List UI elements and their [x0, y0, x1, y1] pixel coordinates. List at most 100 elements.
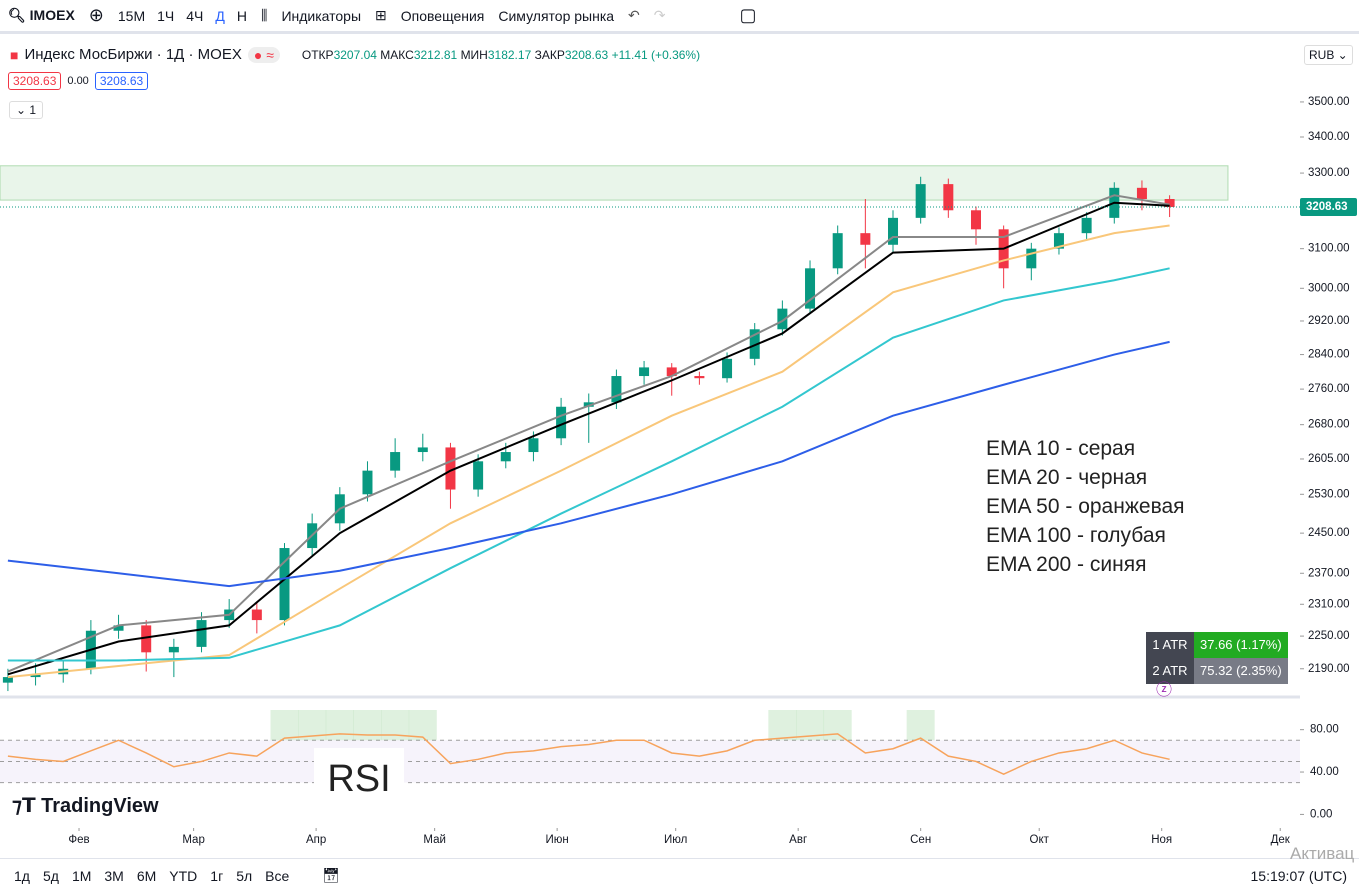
collapse-count: 1 [29, 103, 37, 117]
candle-body [832, 233, 843, 269]
annotation-line: EMA 20 - черная [986, 466, 1148, 489]
range[interactable]: YTD [169, 867, 198, 884]
brand-name: TradingView [41, 795, 159, 817]
atr-value: 37.66 (1.17%) [1194, 632, 1288, 658]
x-tick-label: Дек [1271, 834, 1291, 846]
status: ● ≈ [247, 46, 280, 63]
candle-body [168, 646, 179, 653]
spread: 0.00 [67, 75, 89, 87]
candle-body [1081, 217, 1092, 234]
interval[interactable]: 1Ч [157, 7, 175, 24]
y-tick-label: 2605.00 [1308, 453, 1350, 465]
y-tick-label: 3300.00 [1308, 167, 1350, 179]
ema-line [7, 194, 1170, 673]
range[interactable]: Все [265, 867, 290, 884]
ask[interactable]: 3208.63 [94, 72, 149, 90]
range[interactable]: 1М [71, 867, 92, 884]
rsi-overbought [823, 710, 852, 741]
change: +11.41 (+0.36%) [611, 47, 701, 62]
candle-body [611, 376, 622, 403]
candle-body [694, 376, 705, 379]
x-tick-label: Фев [68, 834, 89, 846]
fullscreen[interactable]: ▢ [739, 5, 757, 25]
x-tick-label: Мар [182, 834, 205, 846]
interval[interactable]: Н [236, 7, 247, 24]
annotation: EMA 10 - серая EMA 20 - черная EMA 50 - ор… [986, 434, 1185, 579]
candle-body [722, 358, 733, 379]
ohlc-value: 3208.63 [564, 47, 609, 62]
candle-body [666, 367, 677, 377]
range[interactable]: 5д [42, 867, 59, 884]
y-tick-label: 2680.00 [1308, 419, 1350, 431]
alert-icon[interactable]: ⓩ [1156, 682, 1173, 699]
x-tick-label: Апр [306, 834, 326, 846]
candle-body [583, 402, 594, 407]
rsi-tick-label: 0.00 [1310, 808, 1332, 820]
candle-body [417, 447, 428, 453]
ema-line [7, 224, 1170, 679]
collapse[interactable]: ⌄ 1 [9, 101, 44, 119]
x-tick-label: Май [423, 834, 446, 846]
x-tick-label: Июн [546, 834, 569, 846]
zone [0, 165, 1229, 201]
undo[interactable]: ↶ [628, 7, 640, 23]
toolbar: 🔍︎ IMOEX ⊕ 15М 1Ч 4Ч Д Н ⫼ Индикаторы ⊞ Опов… [0, 0, 1359, 34]
candle-body [362, 470, 373, 495]
symbol-search[interactable]: 🔍︎ IMOEX [8, 7, 75, 23]
candle-body [113, 625, 124, 631]
candle-body [279, 548, 290, 621]
ema-line [7, 201, 1170, 676]
candle-body [639, 367, 650, 377]
y-tick-label: 2920.00 [1308, 315, 1350, 327]
range[interactable]: 1г [210, 867, 224, 884]
candle-body [777, 308, 788, 330]
symbol: IMOEX [29, 7, 75, 23]
y-tick-label: 2760.00 [1308, 383, 1350, 395]
y-tick-label: 3500.00 [1308, 96, 1350, 108]
candle-body [805, 268, 816, 309]
chart-type[interactable]: ⫼ [260, 7, 268, 23]
annotation-line: EMA 10 - серая [986, 437, 1136, 460]
legend: ■ Индекс МосБиржи · 1Д · MOEX ● ≈ ОТКР32… [10, 46, 700, 63]
annotation-line: EMA 50 - оранжевая [986, 495, 1185, 518]
y-tick-label: 2310.00 [1308, 598, 1350, 610]
replay[interactable]: Симулятор рынка [498, 7, 615, 24]
redo[interactable]: ↷ [653, 7, 666, 23]
candle-body [888, 217, 899, 245]
candle-body [970, 210, 981, 230]
atr-table: 1 ATR 37.66 (1.17%) 2 ATR 75.32 (2.35%) [1146, 632, 1288, 684]
interval[interactable]: 15М [117, 7, 146, 24]
interval[interactable]: 4Ч [186, 7, 204, 24]
ohlc-label: МАКС [380, 47, 414, 62]
candle-body [1026, 248, 1037, 269]
candle-body [860, 233, 871, 245]
bid[interactable]: 3208.63 [8, 72, 62, 90]
y-tick-label: 2250.00 [1308, 630, 1350, 642]
candle-body [943, 184, 954, 211]
indicators[interactable]: Индикаторы [281, 7, 362, 24]
range[interactable]: 1д [14, 867, 30, 884]
candle-body [556, 406, 567, 439]
y-tick-label: 3400.00 [1308, 131, 1350, 143]
range[interactable]: 6М [136, 867, 157, 884]
rsi-overbought [408, 710, 437, 741]
date-range[interactable]: 📅︎ [322, 867, 341, 883]
range[interactable]: 3М [104, 867, 124, 884]
atr-label: 1 ATR [1146, 632, 1194, 658]
candle-body [251, 609, 262, 621]
layouts[interactable]: ⊞ [375, 7, 387, 23]
add[interactable]: ⊕ [88, 5, 104, 25]
candle-body [915, 184, 926, 218]
currency[interactable]: RUB ⌄ [1304, 45, 1353, 65]
interval[interactable]: Д [215, 7, 225, 24]
rsi-overbought [768, 710, 797, 741]
candle-body [390, 452, 401, 471]
range[interactable]: 5л [236, 867, 253, 884]
candle-body [749, 329, 760, 359]
x-tick-label: Авг [789, 834, 807, 846]
y-tick-label: 2530.00 [1308, 488, 1350, 500]
alerts[interactable]: Оповещения [400, 7, 485, 24]
x-tick-label: Сен [910, 834, 931, 846]
